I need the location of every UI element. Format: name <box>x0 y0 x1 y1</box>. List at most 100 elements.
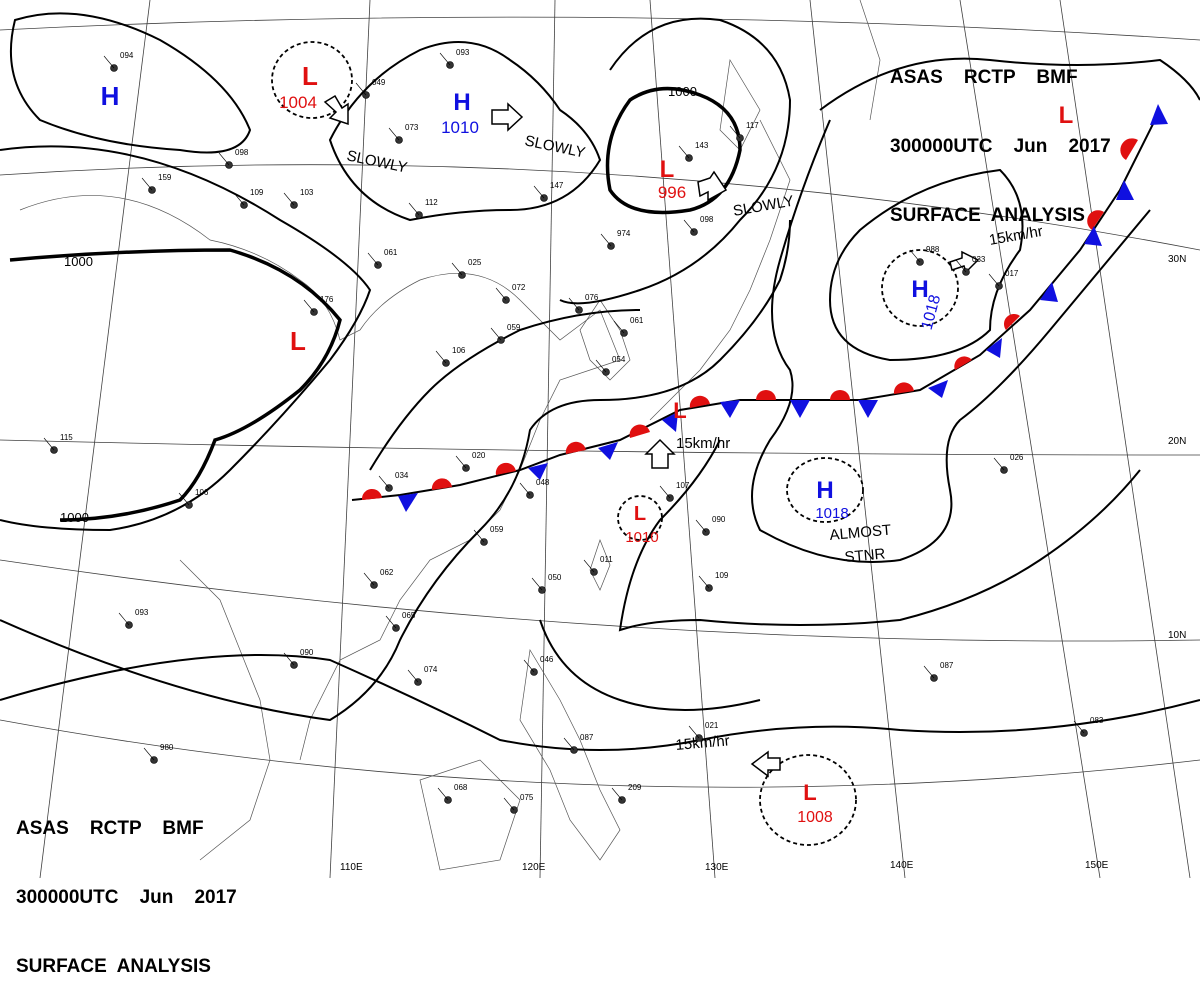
longitude-line-110e <box>329 0 371 878</box>
wind-barb <box>729 125 741 139</box>
wind-barb <box>611 787 623 801</box>
station-value: 020 <box>472 451 486 460</box>
header-line: ASAS RCTP BMF <box>16 818 204 839</box>
station-value: 033 <box>972 255 986 264</box>
wind-barb <box>435 350 447 364</box>
wind-barb <box>367 252 379 266</box>
wind-barb <box>595 359 607 373</box>
header-line: 300000UTC Jun 2017 <box>890 136 1111 157</box>
longitude-line-120e <box>539 0 556 878</box>
wind-barb <box>988 273 1000 287</box>
station-value: 147 <box>550 181 564 190</box>
circle-l1010 <box>617 495 663 541</box>
station-value: 112 <box>425 198 438 207</box>
low-symbol: L <box>803 780 816 805</box>
center-circles <box>271 41 959 846</box>
coastlines <box>19 0 881 871</box>
wind-barb <box>909 249 921 263</box>
isobar-east-4 <box>618 439 1141 632</box>
low-pressure-value: 1008 <box>797 809 833 826</box>
coastline-indochina <box>179 559 271 861</box>
wind-barb <box>363 572 375 586</box>
movement-label: STNR <box>844 545 886 566</box>
movement-label: SLOWLY <box>523 132 587 161</box>
station-value: 059 <box>507 323 521 332</box>
station-value: 075 <box>520 793 534 802</box>
wind-barb <box>600 233 612 247</box>
wind-barb <box>385 615 397 629</box>
wind-barb <box>455 455 467 469</box>
wind-barb <box>451 262 463 276</box>
latitude-line-20n <box>0 439 1200 456</box>
coastline-kamchatka <box>859 0 881 121</box>
wind-barb <box>993 457 1005 471</box>
low-symbol: L <box>1059 102 1074 129</box>
station-value: 068 <box>454 783 468 792</box>
isobar-east-big <box>819 57 1200 111</box>
arrow-h1010 <box>491 102 524 132</box>
station-value: 076 <box>585 293 599 302</box>
longitude-line-130e <box>649 0 716 878</box>
header-line: 300000UTC Jun 2017 <box>16 887 237 908</box>
movement-label: 15km/hr <box>675 732 730 754</box>
station-value: 209 <box>628 783 642 792</box>
station-value: 046 <box>540 655 554 664</box>
isobar-1010-north <box>328 41 602 222</box>
graticule <box>0 0 1200 878</box>
header-line: SURFACE ANALYSIS <box>890 205 1085 226</box>
station-value: 143 <box>695 141 709 150</box>
wind-barb <box>43 437 55 451</box>
circle-l1008 <box>759 754 857 846</box>
longitude-label: 110E <box>340 862 363 873</box>
longitude-label: 150E <box>1085 860 1109 871</box>
wind-barb <box>178 492 190 506</box>
low-symbol: L <box>634 503 646 525</box>
longitude-label: 130E <box>705 862 729 873</box>
weather-map: H L 1004 H 1010 L 996 L L H 1018 L L 101… <box>0 0 1200 878</box>
coastline-korea <box>579 299 631 381</box>
station-value: 059 <box>490 525 504 534</box>
wind-barb <box>683 219 695 233</box>
station-value: 065 <box>402 611 416 620</box>
wind-barb <box>563 737 575 751</box>
station-value: 087 <box>940 661 954 670</box>
station-value: 021 <box>705 721 719 730</box>
station-value: 090 <box>300 648 314 657</box>
latitude-label: 30N <box>1168 254 1186 265</box>
wind-barb <box>355 82 367 96</box>
station-value: 017 <box>1005 269 1019 278</box>
isobar-east-3 <box>828 168 1024 362</box>
movement-label: SLOWLY <box>345 147 409 176</box>
wind-barb <box>303 299 315 313</box>
latitude-line-40n <box>0 16 1200 41</box>
latitude-line-0 <box>0 719 1200 788</box>
isobar-labels: 1000 1000 1000 <box>60 84 697 525</box>
low-pressure-value: 1010 <box>625 529 658 546</box>
arrow-l1004 <box>323 94 349 126</box>
station-value: 106 <box>195 488 209 497</box>
wind-barb <box>439 52 451 66</box>
isobar-coastal <box>369 309 641 471</box>
wind-barb <box>1073 720 1085 734</box>
coastline-taiwan <box>589 538 611 591</box>
map-header-top: ASAS RCTP BMF 300000UTC Jun 2017 SURFACE… <box>890 20 1111 250</box>
isobar-label: 1000 <box>60 510 89 525</box>
station-value: 988 <box>926 245 940 254</box>
station-value: 049 <box>372 78 386 87</box>
station-value: 050 <box>548 573 562 582</box>
wind-barb <box>218 152 230 166</box>
station-value: 093 <box>135 608 149 617</box>
longitude-line-150e <box>959 0 1101 878</box>
wind-barb <box>955 259 967 273</box>
low-symbol: L <box>302 61 318 91</box>
low-symbol: L <box>660 156 675 183</box>
wind-barb <box>613 320 625 334</box>
wind-barb <box>533 185 545 199</box>
low-pressure-value: 996 <box>658 183 686 202</box>
isobar-high-nw <box>9 12 252 154</box>
wind-barb <box>233 192 245 206</box>
latitude-line-10n <box>0 559 1200 642</box>
station-value: 106 <box>452 346 466 355</box>
cold-front-triangles <box>398 104 1168 512</box>
station-value: 103 <box>300 188 314 197</box>
